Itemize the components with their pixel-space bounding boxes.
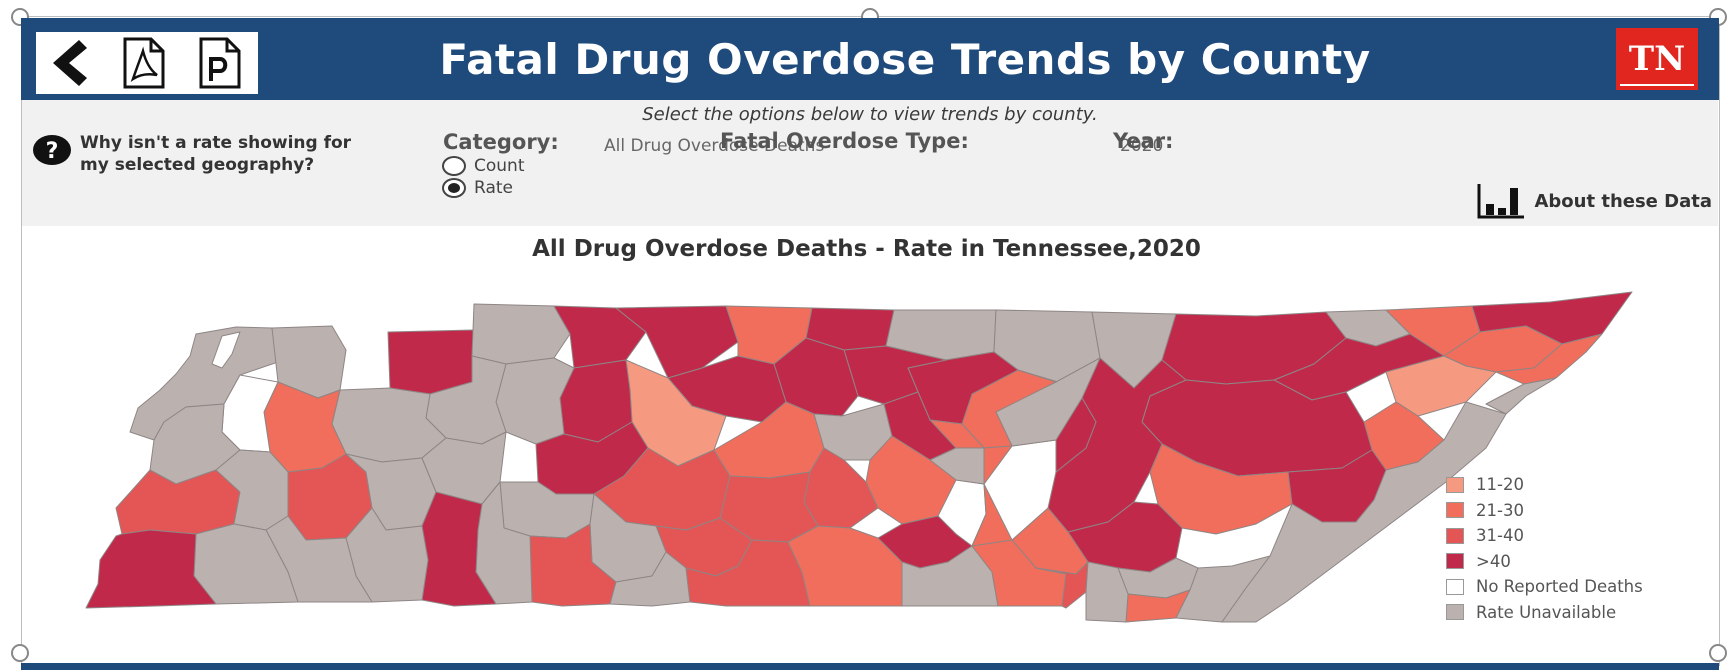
radio-count[interactable]: Count [442, 156, 525, 176]
powerpoint-icon [199, 37, 241, 89]
overdose-type-value[interactable]: All Drug Overdose Deaths [604, 136, 825, 156]
help-link[interactable]: Why isn't a rate showing for my selected… [80, 133, 352, 175]
county[interactable] [929, 447, 985, 485]
county[interactable] [211, 331, 241, 369]
legend-swatch [1446, 502, 1464, 519]
back-icon [53, 40, 87, 86]
county[interactable] [85, 529, 217, 609]
map-title: All Drug Overdose Deaths - Rate in Tenne… [532, 236, 1201, 262]
county[interactable] [971, 483, 1013, 547]
legend-label: >40 [1476, 551, 1511, 571]
resize-handle-bottom-left[interactable] [11, 644, 29, 662]
county[interactable] [1485, 377, 1557, 415]
radio-rate[interactable]: Rate [442, 178, 513, 198]
question-icon[interactable]: ? [32, 134, 72, 166]
legend-item[interactable]: Rate Unavailable [1446, 600, 1643, 626]
legend-swatch [1446, 553, 1464, 570]
instruction-text: Select the options below to view trends … [642, 104, 1098, 125]
radio-rate-button[interactable] [442, 178, 466, 198]
legend-swatch [1446, 604, 1464, 621]
county[interactable] [471, 303, 571, 365]
legend-item[interactable]: 21-30 [1446, 498, 1643, 524]
county[interactable] [1035, 561, 1089, 609]
about-data-label: About these Data [1534, 190, 1712, 212]
powerpoint-button[interactable] [192, 37, 246, 89]
legend-label: Rate Unavailable [1476, 602, 1617, 622]
about-data-button[interactable]: About these Data [1476, 182, 1712, 220]
resize-handle-bottom-right[interactable] [1709, 644, 1727, 662]
year-value[interactable]: 2020 [1120, 136, 1164, 156]
bar-chart-icon [1477, 184, 1525, 219]
controls-panel: Select the options below to view trends … [22, 100, 1718, 226]
legend-item[interactable]: >40 [1446, 549, 1643, 575]
legend-item[interactable]: 31-40 [1446, 523, 1643, 549]
county[interactable] [609, 551, 691, 607]
tn-logo: TN [1616, 28, 1698, 90]
county[interactable] [1221, 401, 1507, 623]
radio-rate-label: Rate [474, 178, 513, 198]
overdose-type-label: Fatal Overdose Type: [720, 129, 969, 153]
header-banner [21, 18, 1719, 100]
year-label: Year: [1113, 129, 1174, 153]
legend-swatch [1446, 578, 1464, 595]
legend-label: 21-30 [1476, 500, 1524, 520]
map-legend: 11-20 21-30 31-40 >40 No Reported Deaths… [1446, 472, 1643, 625]
tennessee-county-map [85, 291, 1633, 623]
pdf-icon [123, 37, 165, 89]
county[interactable] [387, 329, 475, 395]
back-button[interactable] [42, 38, 96, 88]
legend-item[interactable]: 11-20 [1446, 472, 1643, 498]
page-title: Fatal Drug Overdose Trends by County [439, 34, 1371, 84]
county[interactable] [331, 387, 447, 463]
category-label: Category: [443, 130, 559, 154]
radio-count-label: Count [474, 156, 525, 176]
svg-text:?: ? [46, 139, 59, 164]
county[interactable] [1149, 443, 1293, 535]
bottom-border [21, 663, 1719, 670]
pdf-button[interactable] [116, 37, 170, 89]
radio-count-button[interactable] [442, 156, 466, 176]
legend-item[interactable]: No Reported Deaths [1446, 574, 1643, 600]
legend-swatch [1446, 527, 1464, 544]
toolbar [36, 32, 258, 94]
legend-label: No Reported Deaths [1476, 577, 1643, 597]
legend-label: 31-40 [1476, 526, 1524, 546]
legend-label: 11-20 [1476, 475, 1524, 495]
county[interactable] [1085, 561, 1129, 623]
legend-swatch [1446, 476, 1464, 493]
